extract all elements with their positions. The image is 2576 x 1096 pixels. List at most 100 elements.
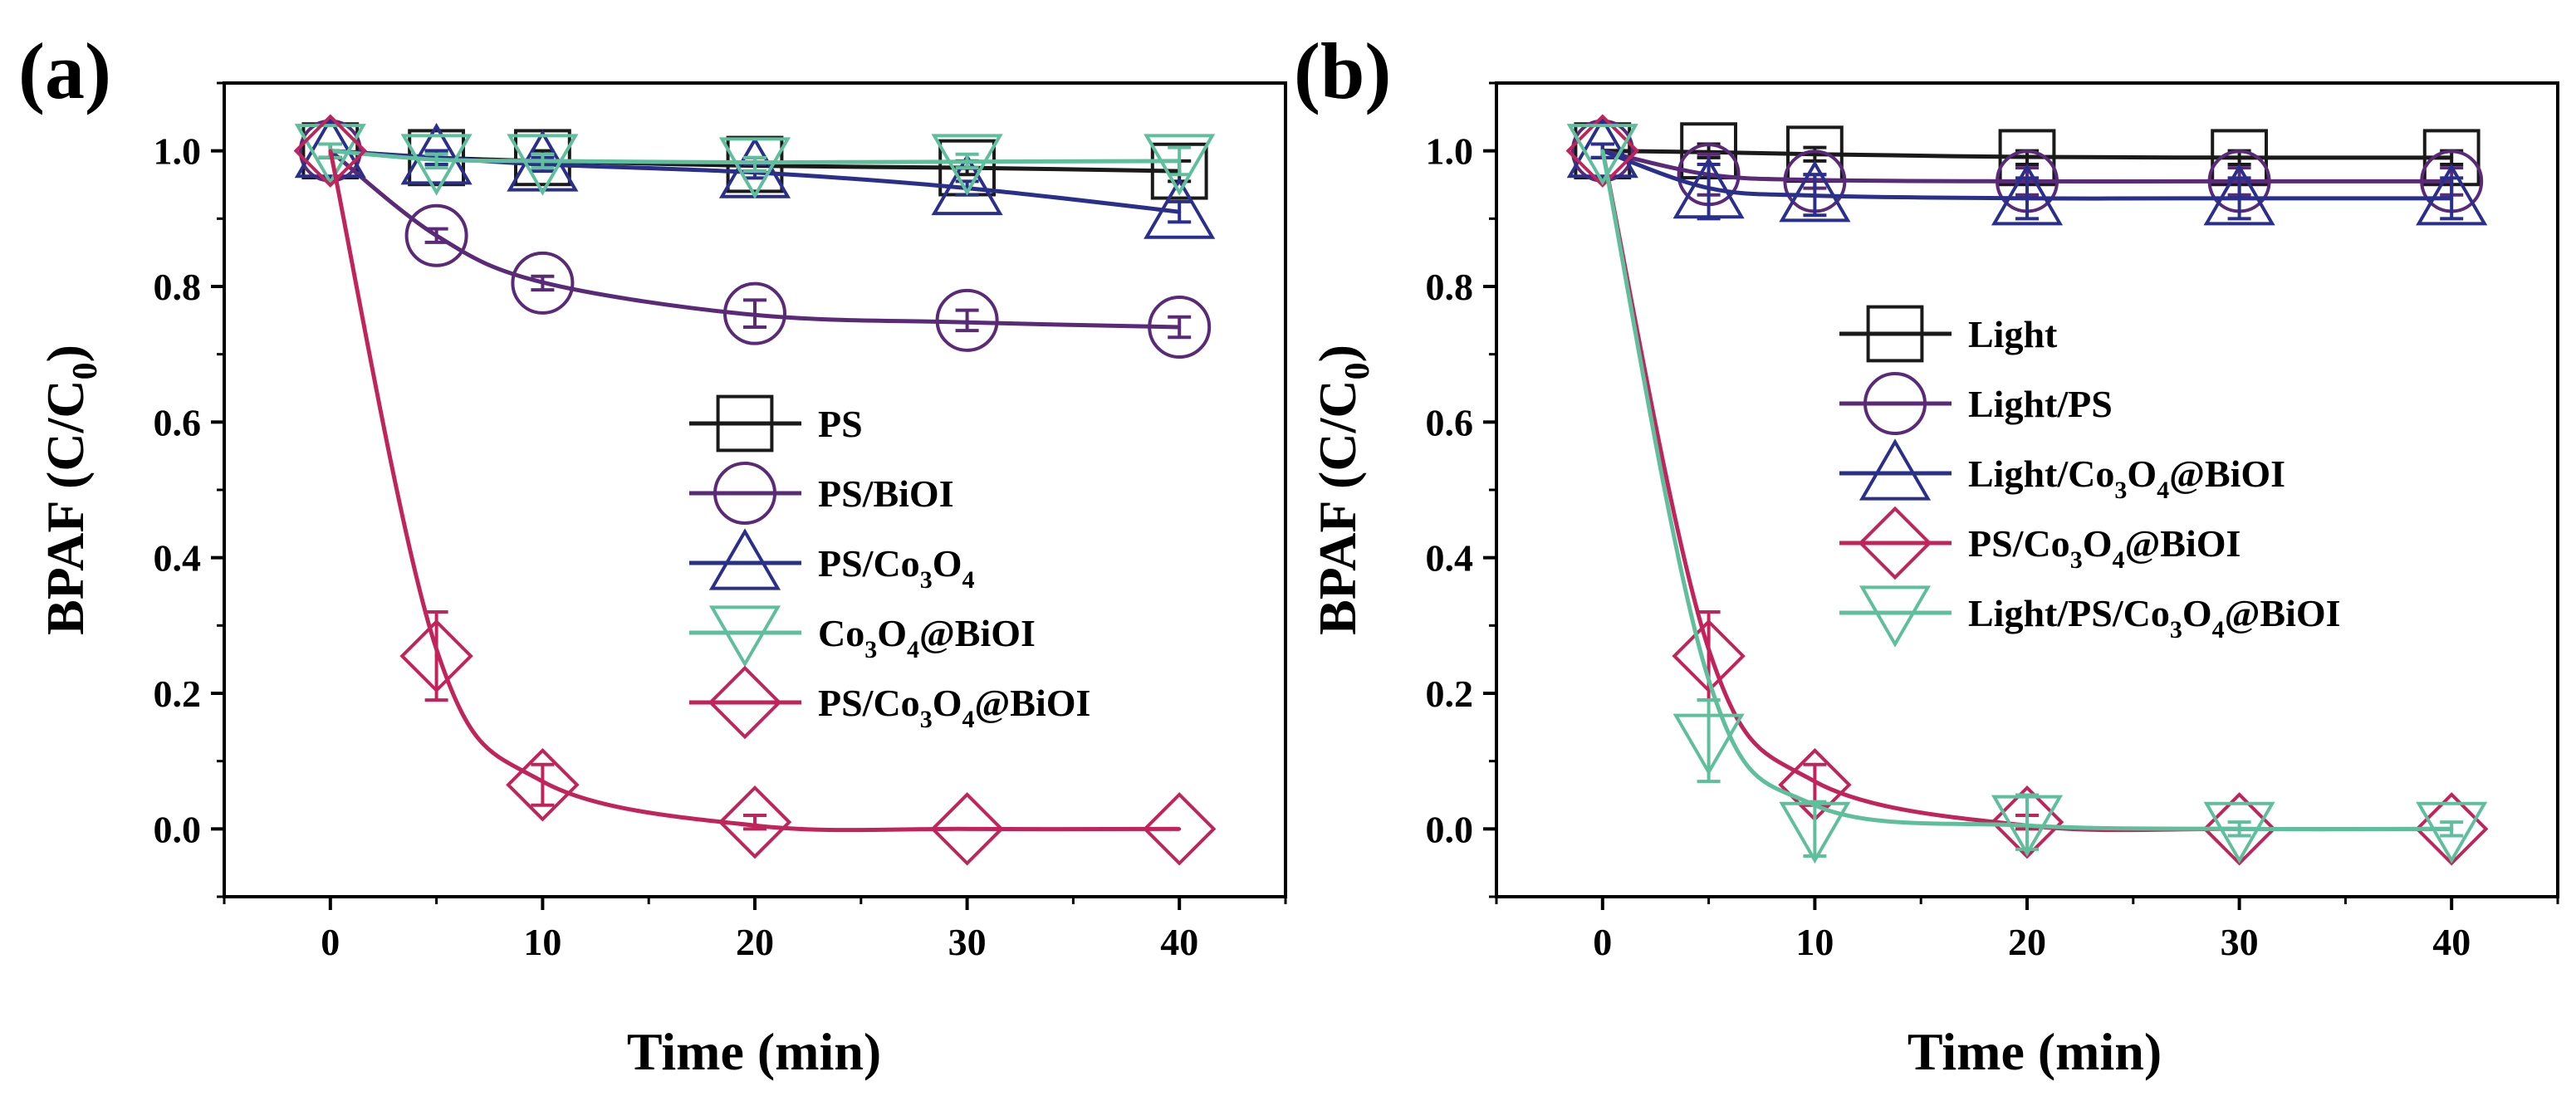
x-tick-label-2: 20 [736,921,774,963]
data-point-light-5-center-dot [1707,149,1711,153]
legend-marker-ps-co3o4-bioi-center-dot [1893,541,1897,545]
data-point-co3o4-bioi-40-center-dot [1178,159,1182,163]
legend-marker-light-ps-co3o4-bioi-center-dot [1893,611,1897,614]
data-point-co3o4-bioi-10-center-dot [541,159,545,163]
data-point-light-co3o4-bioi-20-center-dot [2025,196,2029,200]
legend-marker-light-center-dot [1893,332,1897,335]
data-point-light-ps-co3o4-bioi-0 [1566,124,1638,186]
series-light-ps-co3o4-bioi [1566,124,2488,864]
data-point-light-ps-co3o4-bioi-0-center-dot [1600,149,1604,153]
y-axis-title-text-a: BPAF (C/C0) [36,345,105,635]
data-point-light-ps-co3o4-bioi-40-center-dot [2450,827,2454,831]
data-point-ps-co3o4-40 [1144,177,1216,239]
legend-marker-ps-co3o4-center-dot [743,561,747,565]
y-tick-label-1: 0.2 [1426,673,1474,715]
legend-marker-light [1866,305,1924,363]
legend-marker-light-ps [1863,372,1927,435]
data-point-light-ps-co3o4-bioi-5 [1672,713,1745,776]
panel-label-b: (b) [1294,27,1391,115]
legend-label-light-ps: Light/PS [1968,383,2113,425]
data-point-ps-co3o4-5 [400,123,473,185]
legend-label-ps-co3o4-bioi: PS/Co3O4@BiOI [1968,522,2241,574]
legend-marker-ps-bioi-center-dot [743,492,747,495]
legend: Light Light/PS Light/Co3O4@BiOI PS/Co3O4@Bi… [1839,305,2341,648]
data-point-ps-co3o4-bioi-0 [293,114,368,188]
x-tick-label-3: 30 [948,921,987,963]
data-point-ps-bioi-5-center-dot [434,233,438,237]
data-point-light-co3o4-bioi-0 [1566,115,1638,179]
y-tick-label-3: 0.6 [1426,401,1474,443]
data-point-light-10-center-dot [1813,152,1817,156]
x-tick-label-4: 40 [2432,921,2471,963]
legend-marker-light-co3o4-bioi [1859,438,1932,501]
legend: PS PS/BiOI PS/Co3O4 Co3O4@BiOI PS/Co3O4@BiOI [689,394,1090,740]
y-axis-title-b: BPAF (C/C0) [1308,345,1377,635]
data-point-ps-co3o4-bioi-5 [399,619,473,693]
data-point-light-ps-co3o4-bioi-40 [2416,801,2488,864]
y-tick-label-4: 0.8 [1426,266,1474,308]
data-point-ps-bioi-10-center-dot [541,281,545,285]
x-tick-label-0: 0 [321,921,340,963]
data-point-ps-co3o4-0 [294,115,366,179]
data-point-ps-bioi-40-center-dot [1178,325,1182,329]
data-point-ps-bioi-5 [404,203,468,267]
legend-marker-ps-co3o4 [708,528,781,590]
data-point-light-ps-co3o4-bioi-20-center-dot [2025,820,2029,824]
legend-label-co3o4-bioi: Co3O4@BiOI [818,612,1036,663]
data-point-light-co3o4-bioi-40-center-dot [2450,196,2454,200]
x-axis-title-a: Time (min) [627,1022,881,1081]
series-line-light-ps-co3o4-bioi [1600,150,2452,832]
data-point-ps-co3o4-bioi-10-center-dot [541,783,545,787]
series-co3o4-bioi [294,124,1216,199]
data-point-light-co3o4-bioi-40 [2416,164,2488,226]
data-point-ps-bioi-40 [1148,296,1212,359]
legend-marker-ps-bioi [713,462,776,525]
data-point-ps-co3o4-bioi-20-center-dot [753,820,757,824]
data-point-light-ps-co3o4-bioi-5-center-dot [1707,739,1711,743]
data-point-ps-40 [1150,142,1208,200]
data-point-ps-co3o4-bioi-40-center-dot [1178,827,1182,831]
data-point-light-co3o4-bioi-20 [1991,164,2064,226]
legend-marker-ps [716,394,774,453]
legend-marker-ps-co3o4-bioi [1858,506,1932,580]
data-point-ps-co3o4-30 [931,153,1003,216]
data-point-ps-co3o4-bioi-20 [717,785,792,859]
legend-marker-light-co3o4-bioi-center-dot [1893,472,1897,475]
y-tick-label-1: 0.2 [154,673,202,715]
data-point-co3o4-bioi-20-center-dot [753,163,757,166]
data-point-light-40-center-dot [2450,155,2454,159]
legend-label-light-co3o4-bioi: Light/Co3O4@BiOI [1968,453,2285,504]
y-tick-label-0: 0.0 [1426,808,1474,850]
data-point-co3o4-bioi-30-center-dot [965,159,969,163]
y-tick-label-5: 1.0 [154,130,202,173]
legend-marker-co3o4-bioi [708,605,781,668]
x-axis-title-b: Time (min) [1908,1022,2162,1081]
y-tick-label-0: 0.0 [154,808,202,850]
panel-label-a: (a) [18,27,111,115]
data-point-light-co3o4-bioi-10 [1779,159,1851,223]
series-ps-co3o4-bioi [293,114,1217,866]
data-point-light-30-center-dot [2237,155,2241,159]
data-point-ps-bioi-30-center-dot [965,318,969,322]
chart-panel-b: (b) BPAF (C/C0) Time (min) 0 10 20 30 40 0.0 0… [1294,27,2559,1081]
legend-marker-light-ps-center-dot [1893,402,1897,405]
legend-marker-light-ps-co3o4-bioi [1859,585,1932,648]
data-point-ps-co3o4-bioi-40 [1142,792,1217,866]
data-point-ps-co3o4-bioi-5-center-dot [1707,654,1711,658]
data-point-ps-co3o4-bioi-0-center-dot [328,149,332,153]
legend-marker-ps-center-dot [743,422,747,425]
data-point-ps-bioi-10 [511,251,575,315]
data-point-light-ps-co3o4-bioi-30-center-dot [2237,827,2241,831]
data-point-light-co3o4-bioi-30 [2203,164,2275,226]
data-point-light-co3o4-bioi-10-center-dot [1813,193,1817,197]
legend-marker-ps-co3o4-bioi [708,665,782,740]
data-point-light-ps-co3o4-bioi-20 [1991,795,2064,857]
data-point-ps-co3o4-bioi-10 [506,748,580,822]
legend-label-light-ps-co3o4-bioi: Light/PS/Co3O4@BiOI [1968,592,2341,643]
y-tick-label-5: 1.0 [1426,130,1474,173]
data-point-co3o4-bioi-5 [400,134,473,196]
data-point-light-ps-co3o4-bioi-30 [2203,801,2275,864]
x-tick-label-2: 20 [2008,921,2046,963]
data-point-co3o4-bioi-20 [718,137,791,199]
